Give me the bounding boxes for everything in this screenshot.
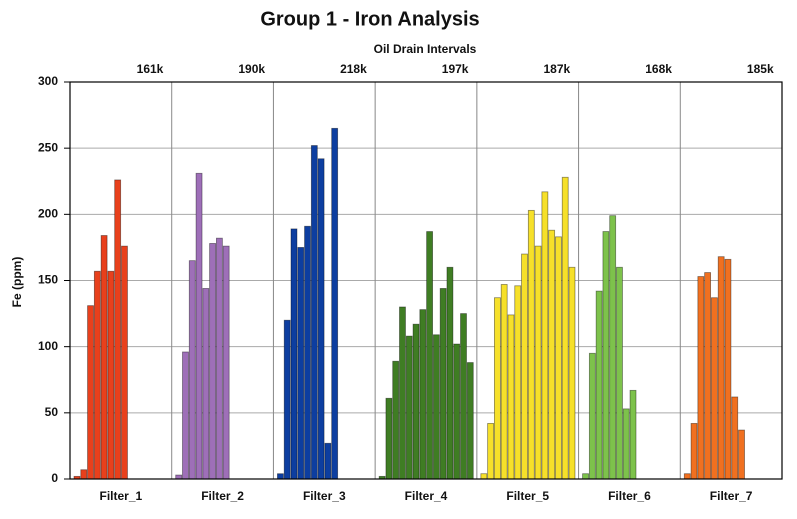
chart-subtitle: Oil Drain Intervals (374, 42, 477, 56)
bar (704, 272, 712, 480)
x-tick-label: Filter_1 (100, 489, 143, 503)
bar (711, 297, 718, 480)
interval-label: 161k (137, 62, 164, 76)
bar (215, 237, 223, 480)
bar (466, 362, 474, 480)
bar (80, 469, 88, 480)
bar (541, 191, 549, 480)
bar (209, 243, 217, 480)
bar (419, 309, 427, 480)
bar (310, 145, 318, 480)
bar (297, 247, 305, 480)
bar (222, 245, 230, 480)
y-tick-label: 50 (45, 405, 59, 419)
y-tick-label: 250 (38, 140, 58, 154)
bar (697, 276, 705, 480)
y-tick-label: 300 (38, 74, 58, 88)
bar (616, 266, 623, 480)
y-tick-label: 150 (38, 273, 58, 287)
interval-label: 185k (747, 62, 774, 76)
y-tick-label: 200 (38, 207, 58, 221)
bar (188, 260, 196, 480)
bar (683, 473, 691, 480)
bar (561, 176, 569, 480)
bar (460, 313, 467, 480)
x-tick-label: Filter_6 (608, 489, 651, 503)
x-tick-label: Filter_5 (506, 489, 549, 503)
bar (446, 266, 454, 480)
bar (500, 284, 508, 480)
bar (514, 285, 522, 480)
bar (399, 306, 406, 480)
bar (202, 288, 210, 480)
bar (426, 231, 433, 480)
bar (521, 253, 528, 480)
bar (277, 473, 284, 480)
bar (290, 228, 298, 480)
bar (629, 389, 637, 480)
y-tick-label: 100 (38, 339, 58, 353)
bar (588, 352, 596, 480)
bar (690, 423, 698, 480)
x-tick-label: Filter_4 (405, 489, 448, 503)
bar (548, 229, 556, 480)
y-tick-label: 0 (51, 471, 58, 485)
chart-title: Group 1 - Iron Analysis (260, 8, 479, 30)
bar (527, 209, 535, 480)
bar (487, 423, 495, 480)
interval-label: 218k (340, 62, 367, 76)
bar (595, 290, 603, 480)
bar (107, 270, 115, 480)
bar (405, 335, 413, 480)
bar (507, 314, 515, 480)
bar (121, 245, 128, 480)
bar (317, 158, 325, 480)
bar (385, 397, 393, 480)
bar (480, 473, 488, 480)
bar (724, 258, 732, 480)
bar (87, 305, 94, 480)
x-tick-label: Filter_7 (710, 489, 753, 503)
bar (602, 231, 610, 480)
bar (534, 245, 542, 480)
x-tick-label: Filter_2 (201, 489, 244, 503)
bar (331, 127, 339, 480)
bar (731, 396, 739, 480)
interval-label: 197k (442, 62, 469, 76)
plot-border (69, 81, 783, 480)
x-tick-label: Filter_3 (303, 489, 346, 503)
bar (453, 343, 461, 480)
bar (182, 351, 189, 480)
bar (412, 323, 420, 480)
bar (494, 297, 501, 480)
y-axis-label: Fe (ppm) (10, 257, 24, 308)
bar (622, 408, 630, 480)
interval-label: 190k (238, 62, 265, 76)
bar (432, 334, 440, 480)
bar (114, 179, 122, 480)
bar (568, 266, 576, 480)
bar (717, 256, 725, 480)
bar (582, 473, 589, 480)
bar (283, 319, 291, 480)
bar (392, 360, 400, 480)
interval-label: 168k (645, 62, 672, 76)
bar (195, 172, 203, 480)
bar (738, 429, 745, 480)
bar (304, 225, 311, 480)
bar (93, 270, 101, 480)
bar (100, 235, 108, 480)
bar (555, 236, 562, 480)
bar (324, 442, 332, 480)
interval-label: 187k (544, 62, 571, 76)
bar (439, 288, 447, 480)
bar (609, 215, 617, 480)
